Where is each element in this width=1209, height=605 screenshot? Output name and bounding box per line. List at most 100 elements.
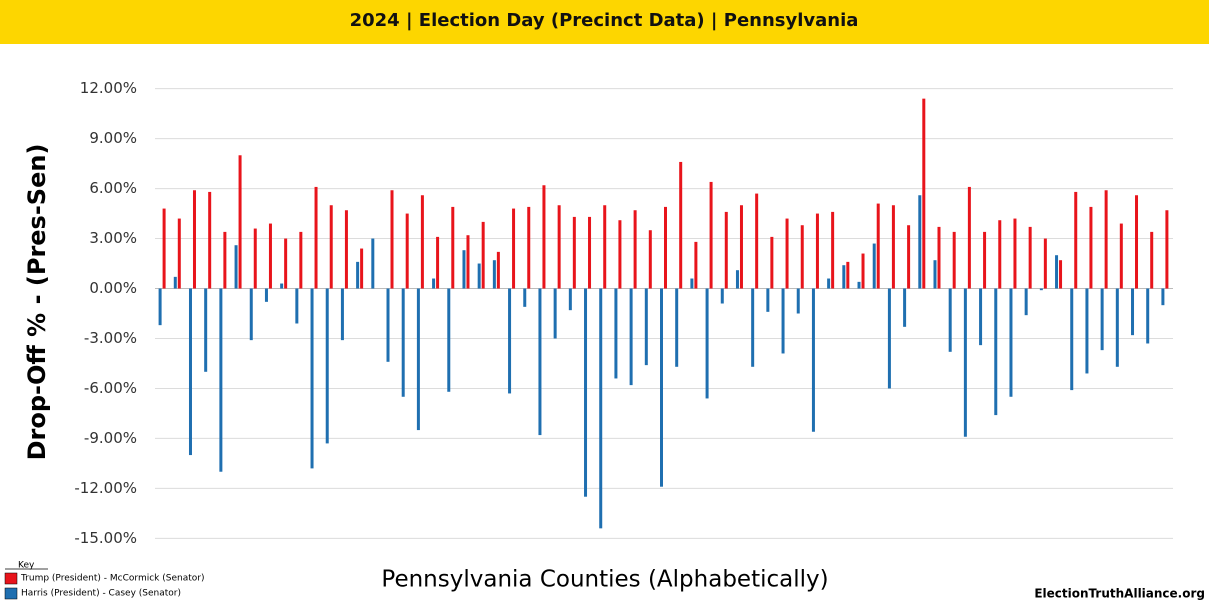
bar bbox=[1131, 288, 1135, 336]
bar bbox=[158, 288, 162, 326]
bar bbox=[857, 281, 861, 289]
bar bbox=[496, 251, 500, 289]
y-tick-label: 9.00% bbox=[89, 129, 137, 147]
bar bbox=[679, 161, 683, 289]
bar bbox=[811, 288, 815, 432]
bar bbox=[629, 288, 633, 386]
bar bbox=[815, 213, 819, 289]
bar bbox=[846, 261, 850, 289]
bar bbox=[1104, 190, 1108, 289]
bar bbox=[1013, 218, 1017, 289]
bar bbox=[512, 208, 516, 289]
bar bbox=[432, 278, 436, 289]
y-tick-label: -3.00% bbox=[84, 329, 137, 347]
bar bbox=[724, 211, 728, 289]
bar bbox=[690, 278, 694, 289]
bar bbox=[466, 235, 470, 289]
bar bbox=[1100, 288, 1104, 351]
bar bbox=[420, 195, 424, 289]
bar bbox=[451, 206, 455, 289]
bar bbox=[827, 278, 831, 289]
bar bbox=[903, 288, 907, 327]
bar bbox=[356, 261, 360, 289]
bar bbox=[770, 236, 774, 289]
bar bbox=[173, 276, 177, 289]
legend-swatch bbox=[4, 572, 18, 585]
y-tick-label: 6.00% bbox=[89, 179, 137, 197]
bar bbox=[447, 288, 451, 392]
bar bbox=[234, 245, 238, 289]
bar bbox=[553, 288, 557, 339]
bar bbox=[386, 288, 390, 362]
bar bbox=[963, 288, 967, 437]
bar bbox=[360, 248, 364, 289]
bar bbox=[310, 288, 314, 469]
bar bbox=[299, 231, 303, 289]
bar bbox=[735, 270, 739, 289]
bar bbox=[831, 211, 835, 289]
bar bbox=[796, 288, 800, 314]
bar bbox=[994, 288, 998, 416]
y-tick-label: -12.00% bbox=[74, 479, 137, 497]
bar bbox=[918, 195, 922, 289]
bar bbox=[751, 288, 755, 367]
bar bbox=[295, 288, 299, 324]
bar bbox=[785, 218, 789, 289]
bar bbox=[599, 288, 603, 529]
bar bbox=[739, 205, 743, 289]
bar bbox=[664, 206, 667, 289]
y-tick-label: -15.00% bbox=[74, 529, 137, 547]
bar bbox=[538, 288, 542, 436]
bar bbox=[253, 228, 257, 289]
bar bbox=[1059, 260, 1063, 289]
bar bbox=[325, 288, 329, 444]
bar bbox=[436, 236, 440, 289]
bar bbox=[876, 203, 880, 289]
bar bbox=[1146, 288, 1150, 344]
bar bbox=[401, 288, 405, 397]
bar bbox=[1089, 206, 1093, 289]
y-tick-label: 0.00% bbox=[89, 279, 137, 297]
bar bbox=[204, 288, 208, 372]
bar bbox=[1165, 210, 1169, 289]
bar bbox=[979, 288, 983, 346]
bar bbox=[523, 288, 527, 307]
bar bbox=[238, 155, 242, 289]
bar bbox=[603, 205, 607, 289]
bar bbox=[952, 231, 956, 289]
bar bbox=[192, 190, 196, 289]
bar bbox=[508, 288, 512, 394]
bar bbox=[633, 210, 637, 289]
bar bbox=[223, 231, 227, 289]
legend-title: Key bbox=[18, 561, 35, 571]
bar bbox=[660, 288, 663, 487]
chart-title: 2024 | Election Day (Precinct Data) | Pe… bbox=[350, 10, 859, 31]
bar bbox=[800, 225, 804, 289]
bar bbox=[1039, 288, 1043, 291]
bar bbox=[694, 241, 698, 289]
bar bbox=[572, 216, 576, 289]
bar bbox=[1161, 288, 1165, 306]
bar bbox=[1135, 195, 1139, 289]
bar bbox=[705, 288, 709, 399]
bar bbox=[284, 238, 288, 289]
bar bbox=[268, 223, 272, 289]
bar bbox=[766, 288, 770, 312]
bar bbox=[208, 191, 212, 289]
bar bbox=[983, 231, 987, 289]
bar bbox=[644, 288, 648, 366]
bar bbox=[477, 263, 481, 289]
bar bbox=[162, 208, 166, 289]
bar bbox=[675, 288, 679, 367]
title-bar bbox=[0, 0, 1209, 44]
bar bbox=[1074, 191, 1078, 289]
bar bbox=[1028, 226, 1032, 289]
bar bbox=[1043, 238, 1047, 289]
bar bbox=[264, 288, 268, 302]
bar bbox=[937, 226, 941, 289]
bar bbox=[542, 185, 546, 289]
bar bbox=[1024, 288, 1028, 316]
bar bbox=[344, 210, 348, 289]
legend-label: Harris (President) - Casey (Senator) bbox=[21, 589, 181, 599]
y-axis-label: Drop-Off % - (Pres-Sen) bbox=[23, 144, 51, 461]
